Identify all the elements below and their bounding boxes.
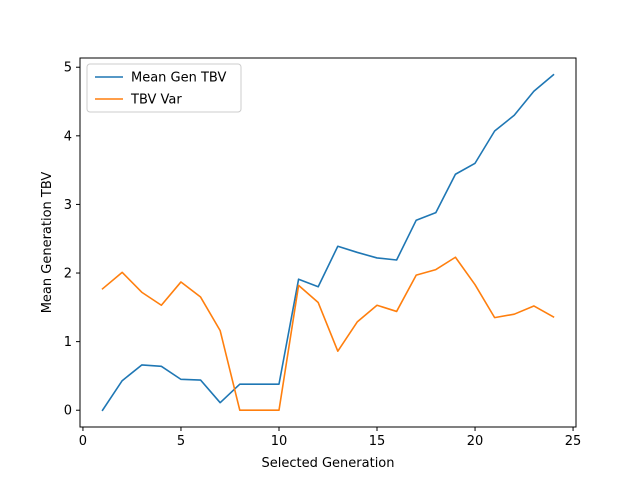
x-tick-label: 0 — [79, 434, 87, 449]
y-tick-label: 3 — [64, 198, 72, 213]
legend-box — [86, 63, 242, 113]
y-tick-label: 1 — [64, 335, 72, 350]
y-tick-label: 4 — [64, 129, 72, 144]
legend: Mean Gen TBV TBV Var — [86, 63, 242, 113]
x-tick-label: 10 — [271, 434, 288, 449]
plot-area — [101, 73, 555, 412]
x-tick-label: 15 — [369, 434, 386, 449]
x-tick-label: 5 — [177, 434, 185, 449]
series-line-1 — [101, 73, 555, 412]
x-axis-label: Selected Generation — [261, 456, 394, 471]
y-axis-label: Mean Generation TBV — [40, 172, 55, 314]
legend-label: Mean Gen TBV — [131, 71, 226, 86]
y-tick-label: 0 — [64, 404, 72, 419]
x-tick-label: 25 — [565, 434, 582, 449]
x-tick-label: 20 — [467, 434, 484, 449]
series-line-2 — [101, 256, 555, 412]
axes: 0 5 10 15 20 25 0 1 2 3 4 5 — [64, 61, 582, 449]
y-tick-label: 2 — [64, 267, 72, 282]
legend-label: TBV Var — [130, 93, 182, 108]
plot-frame — [79, 57, 577, 428]
y-tick-label: 5 — [64, 61, 72, 76]
